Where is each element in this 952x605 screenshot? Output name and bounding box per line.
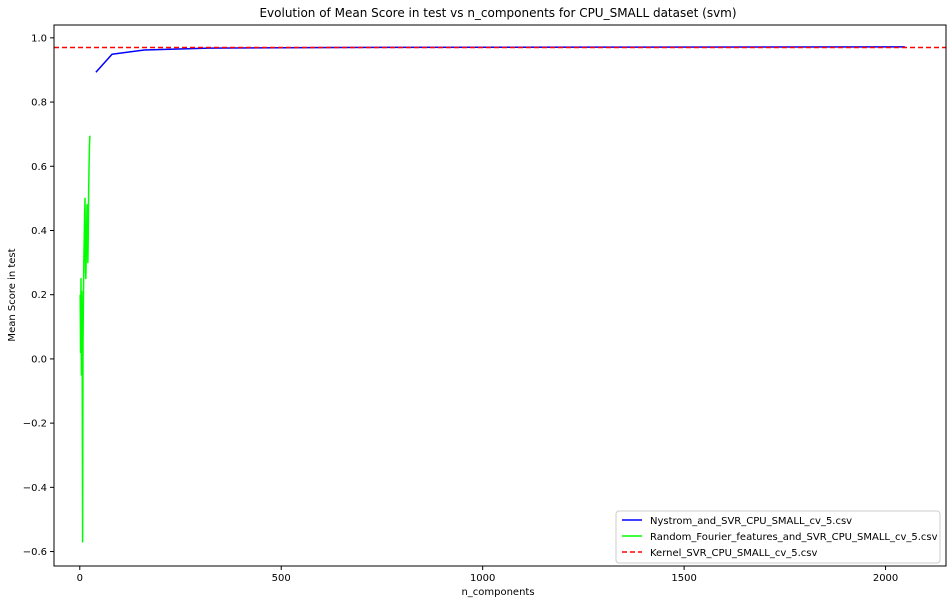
series-line-random-fourier	[79, 135, 91, 543]
y-tick-label: 0.8	[31, 98, 47, 109]
series-layer	[54, 46, 946, 543]
x-tick-label: 1000	[470, 573, 495, 584]
y-tick-label: 0.0	[31, 354, 47, 365]
y-axis-label: Mean Score in test	[7, 248, 18, 341]
x-tick-label: 500	[272, 573, 291, 584]
legend-label-random-fourier: Random_Fourier_features_and_SVR_CPU_SMAL…	[650, 532, 938, 543]
y-tick-label: −0.4	[23, 483, 47, 494]
legend: Nystrom_and_SVR_CPU_SMALL_cv_5.csv Rando…	[615, 510, 941, 564]
legend-label-kernel-svr: Kernel_SVR_CPU_SMALL_cv_5.csv	[650, 548, 818, 559]
y-tick-label: −0.6	[23, 547, 47, 558]
series-line-nystrom	[95, 46, 905, 73]
legend-frame	[615, 510, 941, 564]
axes-layer: 0 500 1000 1500 2000 −0.6 −0.4 −0.2 0.0 0.2 0.4 0.6…	[23, 24, 947, 584]
x-tick-label: 1500	[671, 573, 696, 584]
y-tick-label: 0.4	[31, 226, 47, 237]
x-axis-label: n_components	[461, 587, 534, 598]
y-tick-label: −0.2	[23, 419, 47, 430]
chart-title: Evolution of Mean Score in test vs n_com…	[259, 6, 736, 20]
legend-label-nystrom: Nystrom_and_SVR_CPU_SMALL_cv_5.csv	[650, 516, 852, 527]
y-tick-label: 0.6	[31, 162, 47, 173]
x-tick-label: 2000	[873, 573, 898, 584]
y-tick-label: 0.2	[31, 290, 47, 301]
plot-frame	[53, 24, 947, 567]
y-tick-label: 1.0	[31, 33, 47, 44]
x-tick-label: 0	[77, 573, 83, 584]
